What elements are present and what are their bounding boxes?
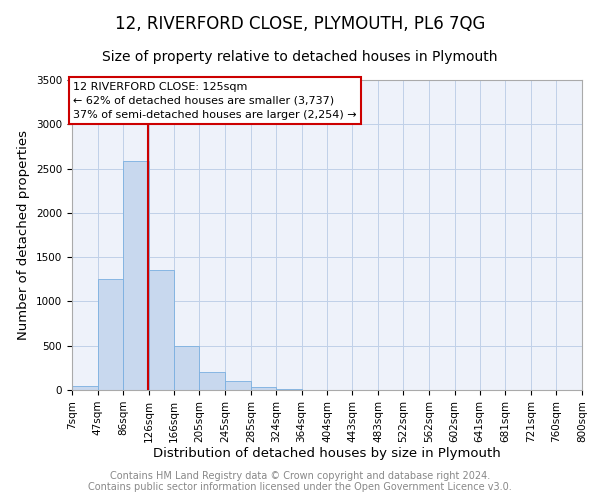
Text: Size of property relative to detached houses in Plymouth: Size of property relative to detached ho… [102, 50, 498, 64]
Bar [98, 280, 123, 390]
Text: 12, RIVERFORD CLOSE, PLYMOUTH, PL6 7QG: 12, RIVERFORD CLOSE, PLYMOUTH, PL6 7QG [115, 15, 485, 33]
Bar [123, 162, 149, 390]
X-axis label: Distribution of detached houses by size in Plymouth: Distribution of detached houses by size … [153, 448, 501, 460]
Bar [225, 381, 251, 390]
Y-axis label: Number of detached properties: Number of detached properties [17, 130, 31, 340]
Text: Contains HM Land Registry data © Crown copyright and database right 2024.
Contai: Contains HM Land Registry data © Crown c… [88, 471, 512, 492]
Text: 12 RIVERFORD CLOSE: 125sqm
← 62% of detached houses are smaller (3,737)
37% of s: 12 RIVERFORD CLOSE: 125sqm ← 62% of deta… [73, 82, 357, 120]
Bar [174, 346, 199, 390]
Bar [72, 386, 98, 390]
Bar [251, 388, 276, 390]
Bar [199, 372, 225, 390]
Bar [149, 270, 174, 390]
Bar [276, 388, 302, 390]
